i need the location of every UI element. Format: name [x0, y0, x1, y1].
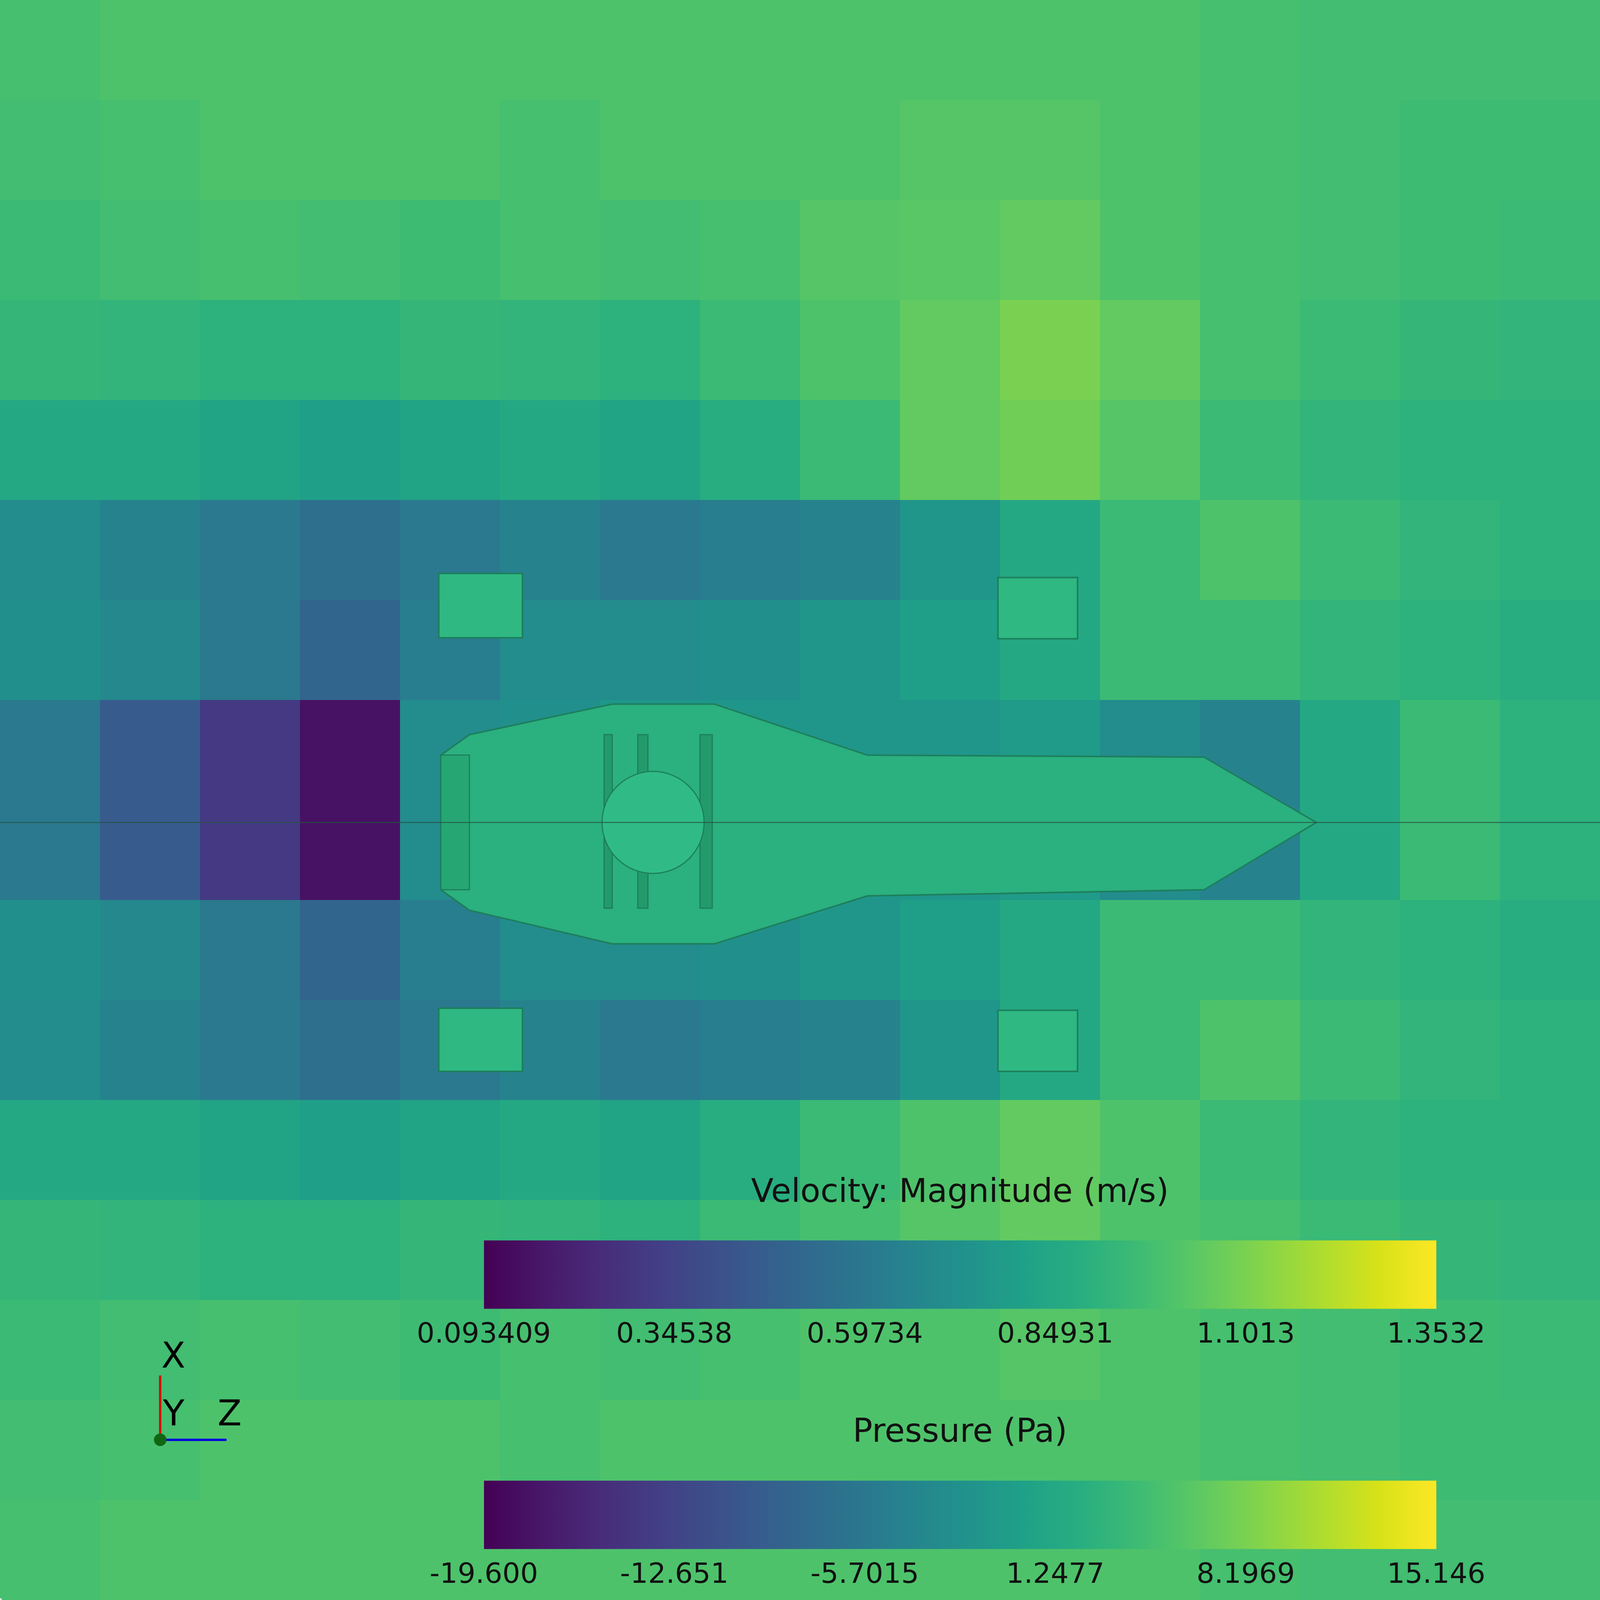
svg-text:Y: Y [162, 1392, 185, 1434]
svg-text:0.093409: 0.093409 [416, 1316, 552, 1350]
svg-text:1.2477: 1.2477 [1005, 1556, 1105, 1590]
svg-text:0.34538: 0.34538 [616, 1316, 733, 1350]
svg-text:8.1969: 8.1969 [1196, 1556, 1295, 1590]
svg-text:Velocity: Magnitude (m/s): Velocity: Magnitude (m/s) [751, 1171, 1170, 1210]
svg-text:0.84931: 0.84931 [997, 1316, 1114, 1350]
svg-text:1.1013: 1.1013 [1196, 1316, 1295, 1350]
svg-text:15.146: 15.146 [1387, 1556, 1486, 1590]
svg-text:1.3532: 1.3532 [1387, 1316, 1486, 1350]
svg-text:Pressure (Pa): Pressure (Pa) [852, 1411, 1068, 1450]
svg-text:-19.600: -19.600 [429, 1556, 539, 1590]
svg-text:0.59734: 0.59734 [806, 1316, 924, 1350]
svg-text:X: X [161, 1334, 186, 1376]
svg-text:Z: Z [217, 1392, 242, 1434]
svg-text:-5.7015: -5.7015 [810, 1556, 920, 1590]
svg-text:-12.651: -12.651 [619, 1556, 729, 1590]
